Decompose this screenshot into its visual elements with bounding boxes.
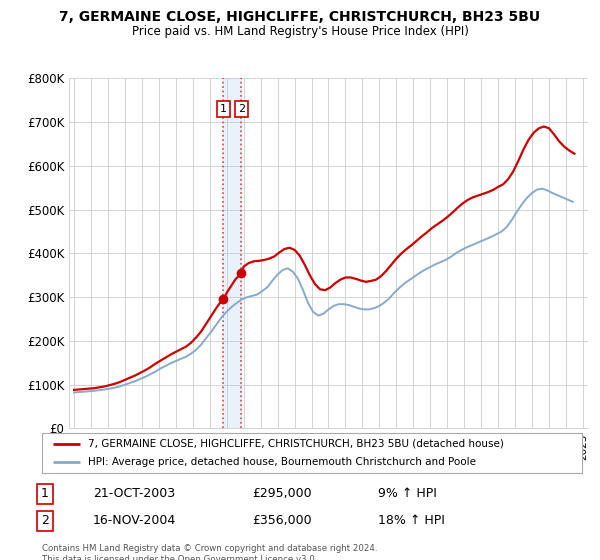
Bar xyxy=(223,78,241,428)
Text: 16-NOV-2004: 16-NOV-2004 xyxy=(93,514,176,528)
Text: 9% ↑ HPI: 9% ↑ HPI xyxy=(378,487,437,501)
Text: 18% ↑ HPI: 18% ↑ HPI xyxy=(378,514,445,528)
Text: 7, GERMAINE CLOSE, HIGHCLIFFE, CHRISTCHURCH, BH23 5BU: 7, GERMAINE CLOSE, HIGHCLIFFE, CHRISTCHU… xyxy=(59,10,541,24)
Text: Price paid vs. HM Land Registry's House Price Index (HPI): Price paid vs. HM Land Registry's House … xyxy=(131,25,469,38)
Text: 21-OCT-2003: 21-OCT-2003 xyxy=(93,487,175,501)
Text: £295,000: £295,000 xyxy=(252,487,311,501)
Text: 1: 1 xyxy=(41,487,49,501)
Text: 7, GERMAINE CLOSE, HIGHCLIFFE, CHRISTCHURCH, BH23 5BU (detached house): 7, GERMAINE CLOSE, HIGHCLIFFE, CHRISTCHU… xyxy=(88,439,504,449)
Text: £356,000: £356,000 xyxy=(252,514,311,528)
Text: 2: 2 xyxy=(238,104,245,114)
Text: HPI: Average price, detached house, Bournemouth Christchurch and Poole: HPI: Average price, detached house, Bour… xyxy=(88,458,476,467)
Text: 2: 2 xyxy=(41,514,49,528)
Text: Contains HM Land Registry data © Crown copyright and database right 2024.
This d: Contains HM Land Registry data © Crown c… xyxy=(42,544,377,560)
Text: 1: 1 xyxy=(220,104,227,114)
